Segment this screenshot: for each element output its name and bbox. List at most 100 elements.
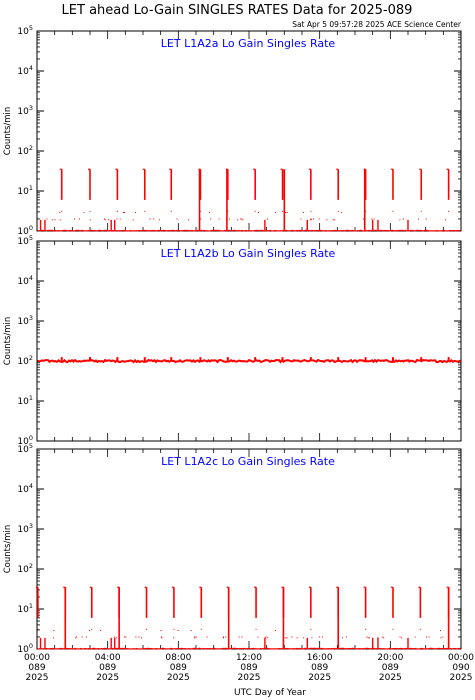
data-point: [286, 637, 288, 639]
data-point: [286, 212, 288, 213]
panels: 100 101 102 103 104 105 Counts/min LET L1A2a Lo…: [3, 24, 462, 655]
figure-timestamp: Sat Apr 5 09:57:28 2025 ACE Science Cent…: [292, 20, 462, 29]
data-point: [255, 628, 257, 630]
data-point: [173, 628, 175, 630]
y-tick-label: 105: [17, 442, 33, 455]
data-point: [115, 637, 117, 639]
series-trace: [37, 358, 461, 364]
data-point: [367, 637, 369, 639]
x-tick-year: 2025: [96, 673, 119, 683]
data-point: [428, 636, 430, 638]
panel-title: LET L1A2b Lo Gain Singles Rate: [161, 247, 336, 260]
data-point: [79, 218, 80, 220]
y-axis-label: Counts/min: [3, 525, 13, 574]
data-point: [161, 636, 162, 638]
data-point: [440, 637, 442, 639]
y-tick-label: 102: [17, 562, 33, 575]
x-tick-time: 12:00: [236, 653, 262, 663]
y-tick-label: 102: [17, 354, 33, 367]
data-point: [177, 630, 179, 631]
data-point: [54, 219, 56, 221]
data-point: [125, 636, 127, 638]
data-point: [296, 637, 298, 639]
x-tick-time: 08:00: [165, 653, 191, 663]
data-point: [285, 637, 287, 639]
data-point: [242, 219, 244, 221]
panel-3: 100 101 102 103 104 105 Counts/min LET L1A2c Lo…: [3, 442, 462, 655]
data-point: [337, 210, 339, 212]
y-tick-label: 101: [17, 602, 33, 615]
y-tick-label: 105: [17, 234, 33, 247]
data-point: [158, 219, 160, 221]
x-tick-doy: 089: [170, 663, 187, 673]
panel-2: 100 101 102 103 104 105 Counts/min LET L1A2b Lo…: [3, 234, 462, 447]
data-point: [285, 212, 286, 213]
data-point: [37, 628, 39, 630]
data-point: [267, 218, 268, 220]
data-point: [341, 637, 343, 639]
data-point: [132, 219, 134, 221]
data-point: [448, 210, 450, 212]
panel-title: LET L1A2a Lo Gain Singles Rate: [161, 37, 336, 50]
y-tick-label: 105: [17, 24, 33, 37]
x-axis-label: UTC Day of Year: [234, 688, 306, 698]
data-point: [59, 219, 61, 221]
data-point: [363, 218, 364, 220]
data-point: [267, 637, 269, 639]
y-tick-label: 104: [17, 274, 33, 287]
data-point: [176, 218, 178, 220]
data-point: [365, 210, 367, 212]
data-point: [420, 210, 422, 212]
data-point: [310, 210, 312, 212]
data-point: [91, 628, 93, 630]
data-point: [414, 636, 416, 638]
data-point: [238, 636, 240, 638]
data-point: [141, 637, 142, 639]
data-point: [223, 636, 224, 638]
y-tick-label: 103: [17, 522, 33, 535]
y-tick-label: 100: [17, 434, 33, 447]
data-point: [75, 637, 77, 639]
x-tick-year: 2025: [379, 673, 402, 683]
data-point: [173, 637, 175, 639]
data-point: [237, 219, 239, 221]
data-point: [282, 210, 284, 212]
data-point: [99, 630, 101, 631]
data-point: [116, 218, 118, 220]
data-point: [382, 636, 384, 638]
data-point: [373, 218, 375, 220]
data-point: [190, 630, 192, 631]
data-point: [322, 636, 323, 638]
data-point: [51, 219, 53, 221]
data-point: [399, 636, 401, 638]
data-point: [346, 636, 347, 638]
data-point: [332, 219, 334, 221]
data-point: [240, 218, 242, 220]
data-point: [200, 218, 202, 220]
data-point: [403, 218, 404, 220]
panel-frame: [36, 240, 462, 442]
x-tick-time: 00:00: [24, 653, 50, 663]
y-tick-label: 101: [17, 184, 33, 197]
data-point: [310, 218, 312, 220]
data-point: [85, 636, 87, 638]
data-point: [135, 636, 137, 638]
data-point: [257, 636, 259, 638]
data-point: [61, 210, 63, 212]
y-tick-label: 104: [17, 64, 33, 77]
data-point: [383, 637, 385, 639]
data-point: [334, 219, 336, 221]
data-point: [53, 637, 55, 639]
series-trace: [37, 229, 461, 232]
x-tick-doy: 089: [311, 663, 328, 673]
data-point: [326, 219, 328, 221]
data-point: [170, 210, 172, 212]
data-point: [199, 210, 201, 212]
y-tick-label: 100: [17, 224, 33, 237]
data-point: [401, 637, 403, 639]
data-point: [313, 218, 314, 220]
data-point: [206, 636, 208, 638]
data-point: [377, 637, 379, 639]
data-point: [275, 630, 276, 631]
data-point: [53, 630, 55, 631]
